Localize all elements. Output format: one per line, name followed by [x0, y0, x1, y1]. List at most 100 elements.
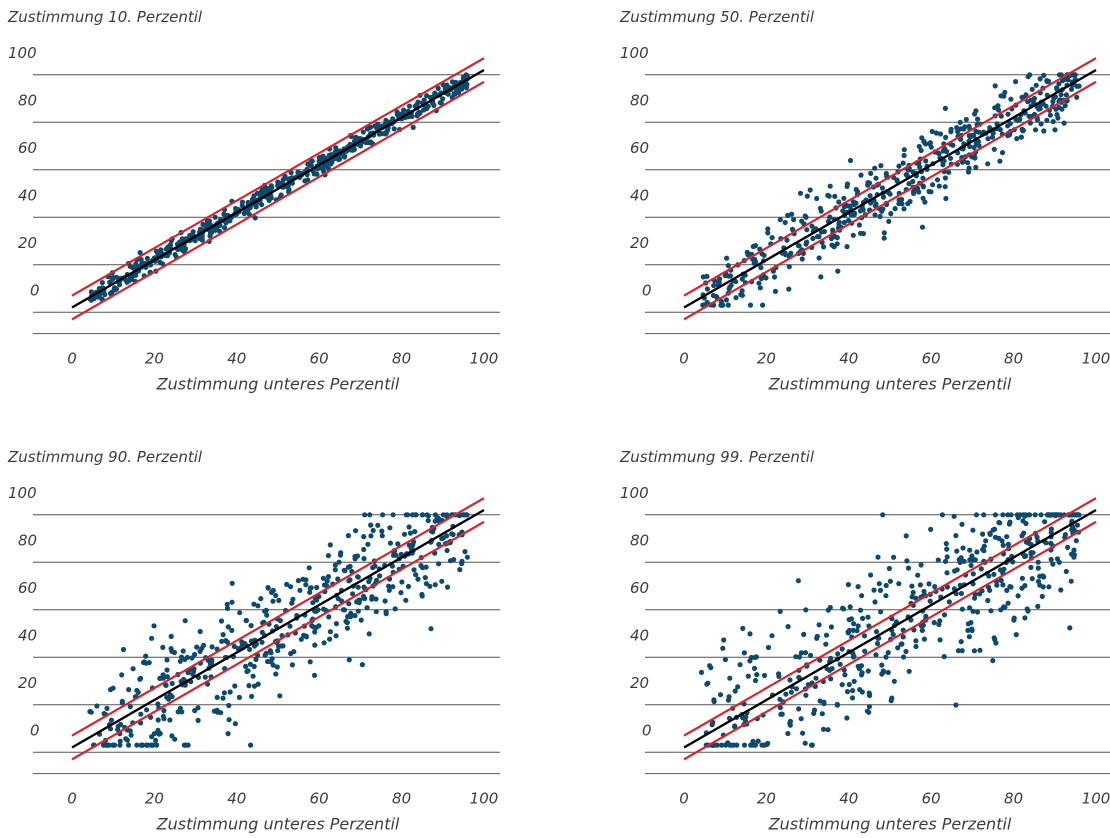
- scatter-point: [782, 219, 788, 226]
- scatter-point: [910, 589, 916, 596]
- scatter-point: [435, 85, 441, 91]
- y-tick-label: 20: [630, 674, 649, 692]
- scatter-point: [353, 528, 359, 534]
- scatter-point: [134, 742, 140, 748]
- scatter-point: [710, 292, 717, 299]
- scatter-point: [209, 644, 215, 650]
- scatter-point: [320, 575, 326, 581]
- scatter-point: [276, 597, 282, 604]
- scatter-point: [796, 706, 802, 712]
- scatter-point: [985, 161, 991, 167]
- scatter-point: [407, 530, 413, 536]
- scatter-point: [239, 639, 245, 645]
- scatter-point: [937, 637, 943, 643]
- scatter-point: [251, 601, 257, 607]
- scatter-point: [380, 512, 386, 518]
- scatter-point: [827, 183, 833, 189]
- scatter-point: [839, 646, 845, 652]
- scatter-point: [998, 577, 1004, 584]
- scatter-point: [151, 623, 157, 629]
- scatter-point: [160, 644, 166, 651]
- scatter-point: [961, 126, 967, 132]
- scatter-point: [927, 598, 933, 604]
- scatter-point: [157, 675, 163, 682]
- scatter-point: [229, 599, 235, 605]
- scatter-point: [1000, 542, 1006, 549]
- scatter-point: [1054, 112, 1060, 118]
- scatter-point: [1046, 584, 1052, 590]
- scatter-point: [793, 686, 800, 692]
- scatter-point: [877, 213, 883, 220]
- scatter-point: [867, 692, 873, 699]
- scatter-point: [231, 643, 237, 650]
- scatter-point: [1073, 538, 1079, 544]
- scatter-point: [819, 711, 825, 717]
- scatter-point: [883, 582, 889, 589]
- scatter-point: [771, 274, 778, 280]
- scatter-point: [845, 582, 852, 588]
- scatter-point: [859, 593, 865, 599]
- scatter-point: [247, 661, 253, 667]
- scatter-point: [268, 184, 274, 190]
- scatter-point: [185, 670, 191, 676]
- scatter-point: [1029, 576, 1035, 582]
- scatter-point: [382, 598, 388, 604]
- scatter-point: [881, 669, 887, 675]
- x-tick-label: 0: [679, 350, 689, 368]
- scatter-point: [321, 640, 327, 646]
- scatter-point: [262, 608, 268, 614]
- scatter-point: [423, 564, 429, 570]
- scatter-point: [978, 566, 984, 572]
- scatter-point: [220, 695, 226, 701]
- tolerance-band-line: [71, 80, 485, 321]
- scatter-point: [909, 583, 915, 589]
- scatter-point: [849, 695, 856, 701]
- scatter-point: [220, 632, 226, 638]
- scatter-point: [148, 742, 154, 748]
- scatter-point: [307, 659, 313, 665]
- scatter-point: [436, 541, 442, 548]
- scatter-point: [1055, 512, 1062, 518]
- scatter-point: [107, 290, 114, 296]
- scatter-point: [224, 601, 230, 608]
- scatter-point: [728, 282, 734, 288]
- scatter-point: [829, 242, 835, 248]
- x-tick-label: 60: [922, 350, 941, 368]
- scatter-point: [1007, 121, 1013, 127]
- scatter-point: [957, 119, 963, 125]
- scatter-point: [423, 581, 429, 587]
- scatter-point: [211, 708, 217, 714]
- scatter-point: [391, 126, 397, 132]
- scatter-point: [1039, 593, 1045, 600]
- scatter-point: [312, 642, 318, 648]
- scatter-point: [218, 618, 225, 624]
- scatter-point: [972, 111, 978, 117]
- scatter-point: [883, 654, 889, 660]
- panel-title: Zustimmung 50. Perzentil: [619, 8, 815, 26]
- scatter-point: [935, 557, 941, 563]
- scatter-point: [992, 83, 998, 89]
- scatter-point: [447, 558, 454, 564]
- scatter-point: [345, 533, 351, 539]
- scatter-point: [963, 116, 969, 123]
- scatter-point: [1044, 117, 1050, 123]
- scatter-point: [728, 742, 734, 748]
- scatter-point: [704, 286, 711, 292]
- scatter-point: [253, 204, 259, 210]
- scatter-point: [365, 541, 371, 547]
- scatter-point: [900, 160, 906, 166]
- scatter-point: [377, 573, 383, 579]
- scatter-point: [802, 213, 808, 219]
- scatter-point: [947, 155, 954, 161]
- scatter-point: [424, 93, 430, 99]
- scatter-point: [1074, 94, 1080, 100]
- scatter-point: [814, 635, 820, 641]
- scatter-point: [333, 633, 339, 639]
- scatter-point: [934, 177, 941, 183]
- scatter-points: [87, 512, 470, 748]
- y-tick-label: 0: [30, 282, 40, 300]
- scatter-point: [1033, 82, 1039, 88]
- scatter-point: [127, 704, 133, 710]
- scatter-point: [1021, 530, 1027, 536]
- scatter-point: [395, 541, 401, 547]
